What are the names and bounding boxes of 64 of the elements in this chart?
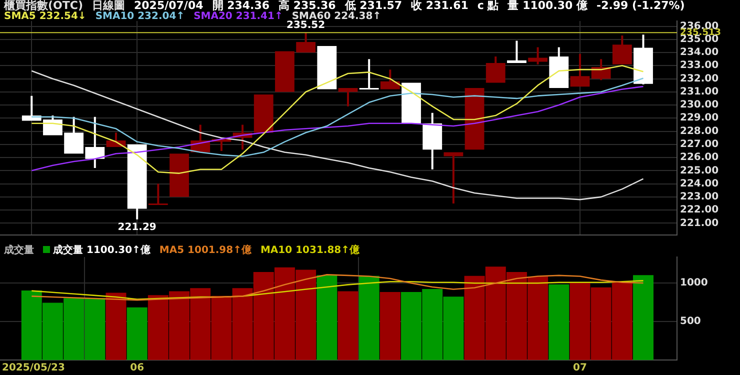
x-tick-label: 06 (130, 362, 144, 374)
candlestick (591, 59, 611, 80)
text: SMA5 232.54↓ (4, 11, 86, 22)
candlestick (422, 112, 442, 170)
candlestick (402, 82, 421, 124)
candlestick (570, 54, 590, 87)
y-tick-label: 234.00 (680, 47, 719, 58)
legend-label: 成交量 1100.30↑億 (53, 244, 150, 256)
y-tick-label: 230.00 (680, 100, 719, 111)
candlestick (170, 154, 189, 197)
y-tick-label: 228.00 (680, 126, 719, 137)
text: SMA10 232.04↑ (95, 11, 185, 22)
candlestick (317, 46, 337, 90)
candlestick (148, 184, 168, 205)
bar (358, 276, 380, 360)
bar (633, 275, 654, 360)
y-tick-label: 500 (680, 316, 701, 328)
bar (548, 284, 570, 360)
bar (338, 291, 358, 360)
text: SMA60 224.38↑ (292, 11, 382, 22)
y-tick-label: 226.00 (680, 152, 719, 164)
candlestick (634, 34, 653, 84)
candlestick (549, 47, 569, 88)
candlestick (359, 59, 379, 90)
y-tick-label: 227.00 (680, 139, 719, 150)
text: MA10 1031.88↑億 (260, 244, 360, 256)
candlestick (612, 35, 632, 64)
candlestick (464, 88, 484, 150)
y-tick-label: 231.00 (680, 86, 719, 98)
bar (316, 275, 338, 360)
y-tick-label: 223.00 (680, 192, 719, 203)
y-tick-label: 225.00 (680, 165, 719, 176)
chart-subtitle: 日線圖 (92, 0, 125, 12)
y-tick-label: 235.00 (680, 34, 719, 45)
candlestick (444, 152, 464, 204)
y-tick-label: 1000 (680, 278, 708, 289)
text: 開 234.36 (212, 0, 270, 12)
y-tick-label: 221.00 (680, 218, 719, 229)
y-tick-label: 222.00 (680, 204, 719, 216)
y-tick-label: 233.00 (680, 60, 719, 72)
text: 收 231.61 (411, 0, 468, 13)
candlestick (486, 56, 506, 83)
text: SMA20 231.41↑ (194, 11, 283, 22)
y-tick-label: 229.00 (680, 112, 719, 124)
annotation: 221.29 (118, 222, 156, 233)
bar (380, 292, 400, 360)
chart-title: 成交量 (4, 243, 34, 256)
candlestick (338, 88, 358, 106)
text: -2.99 (-1.27%) (596, 0, 685, 12)
text: c 點 (477, 0, 499, 13)
y-tick-label: 232.00 (680, 73, 719, 84)
text: MA5 1001.98↑億 (159, 244, 252, 256)
candlestick (507, 40, 526, 64)
bar (126, 307, 148, 360)
y-tick-label: 224.00 (680, 178, 719, 190)
annotation: 235.52 (286, 20, 326, 32)
x-tick-label: 2025/05/23 (2, 362, 66, 374)
text: 低 231.57 (344, 0, 402, 12)
candlestick (528, 47, 548, 64)
candlestick (254, 94, 274, 133)
bar (106, 292, 126, 360)
chart-title: 櫃買指數(OTC) (4, 0, 83, 12)
x-tick-label: 07 (573, 362, 587, 374)
text: 2025/07/04 (134, 0, 204, 12)
